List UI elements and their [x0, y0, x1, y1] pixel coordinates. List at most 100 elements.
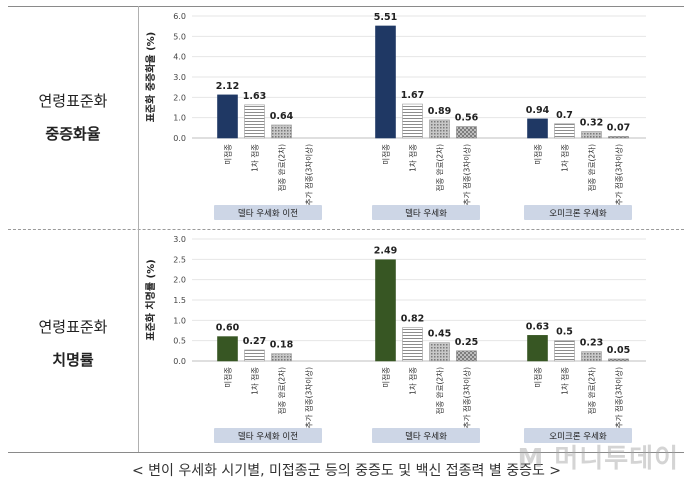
row-label-severe-line2: 중증화율 [45, 125, 101, 143]
x-category-label: 접종 완료(2차) [436, 367, 445, 415]
bar-value-label: 0.64 [270, 111, 294, 122]
y-tick-label: 3.0 [173, 235, 186, 244]
watermark-logo: M 머니투데이 [517, 444, 679, 474]
x-category-label: 접종 완료(2차) [278, 367, 287, 415]
x-category-label: 미접종 [224, 144, 233, 165]
bar [456, 350, 477, 362]
bar [244, 349, 265, 362]
x-category-label: 접종 완료(2차) [436, 144, 445, 192]
y-axis-label: 표준화 치명률 (%) [144, 259, 157, 340]
x-category-label: 접종 완료(2차) [588, 144, 597, 192]
bar-value-label: 5.51 [374, 12, 397, 23]
bar-value-label: 1.67 [401, 90, 424, 101]
bar [456, 126, 477, 139]
table-top-border [8, 6, 684, 7]
x-category-label: 추가 접종(3차이상) [462, 144, 472, 205]
bar [375, 259, 396, 362]
bar [608, 358, 629, 362]
y-tick-label: 2.0 [173, 93, 186, 102]
y-tick-label: 3.0 [173, 73, 186, 82]
severe-rate-chart: 0.0 1.0 2.0 3.0 4.0 5.0 6.0 표준화 중증화율 (%) 2.12 미접종… [145, 12, 646, 220]
bar-value-label: 0.18 [270, 340, 294, 351]
x-category-label: 추가 접종(3차이상) [462, 367, 472, 428]
row-label-severe: 연령표준화 중증화율 [8, 90, 138, 144]
bar [217, 94, 238, 139]
x-category-label: 1차 접종 [251, 144, 260, 172]
bar-value-label: 0.45 [428, 329, 451, 340]
bar-value-label: 0.56 [455, 113, 479, 124]
bar-value-label: 0.07 [607, 123, 630, 134]
fatality-rate-chart: 0.0 0.5 1.0 1.5 2.0 2.5 3.0 표준화 치명률 (%) 0.60 미접종 0… [144, 235, 646, 443]
group-label-box [372, 428, 480, 443]
bar [271, 353, 292, 362]
group-label-box [524, 428, 632, 443]
y-tick-label: 0.5 [173, 337, 186, 346]
bar-value-label: 0.63 [526, 321, 549, 332]
y-tick-label: 4.0 [173, 53, 186, 62]
row-label-fatal-line2: 치명률 [52, 351, 94, 369]
row-label-fatal-line1: 연령표준화 [38, 318, 108, 336]
bar [554, 123, 575, 139]
x-category-label: 1차 접종 [561, 367, 570, 395]
table-bottom-border [8, 452, 684, 453]
bar [429, 119, 450, 139]
y-tick-label: 2.0 [173, 276, 186, 285]
bar [402, 327, 423, 362]
y-tick-label: 6.0 [173, 12, 186, 21]
row-label-fatal: 연령표준화 치명률 [8, 316, 138, 370]
bar-value-label: 1.63 [243, 91, 266, 102]
y-tick-label: 1.5 [173, 296, 186, 305]
x-category-label: 미접종 [382, 144, 391, 165]
bar [375, 25, 396, 139]
x-category-label: 1차 접종 [409, 144, 418, 172]
group-label: 델타 우세화 이전 [238, 431, 298, 442]
group-label-box [524, 205, 632, 220]
column-divider [138, 6, 139, 452]
bar-value-label: 0.23 [580, 338, 603, 349]
bar-value-label: 0.7 [556, 110, 573, 121]
row-label-severe-line1: 연령표준화 [38, 92, 108, 110]
y-tick-label: 0.0 [173, 134, 186, 143]
group-label: 델타 우세화 [405, 208, 447, 219]
x-category-label: 추가 접종(3차이상) [304, 144, 314, 205]
group-label: 오미크론 우세화 [549, 432, 607, 442]
group-label: 델타 우세화 [405, 431, 447, 442]
bar-value-label: 0.32 [580, 117, 603, 128]
bar [527, 335, 548, 362]
bar [271, 124, 292, 139]
y-tick-label: 5.0 [173, 32, 186, 41]
bar [402, 103, 423, 139]
x-category-label: 접종 완료(2차) [278, 144, 287, 192]
x-category-label: 미접종 [382, 367, 391, 388]
x-category-label: 미접종 [534, 367, 543, 388]
row-divider [8, 229, 684, 230]
x-category-label: 추가 접종(3차이상) [304, 367, 314, 428]
x-category-label: 추가 접종(3차이상) [614, 144, 624, 205]
x-category-label: 접종 완료(2차) [588, 367, 597, 415]
y-axis-label: 표준화 중증화율 (%) [145, 32, 157, 123]
bar [581, 131, 602, 139]
bar-value-label: 0.25 [455, 337, 478, 348]
bar-value-label: 0.05 [607, 345, 630, 356]
bar [554, 340, 575, 362]
y-tick-label: 1.0 [173, 316, 186, 325]
bar-value-label: 0.27 [243, 336, 266, 347]
group-label-box [214, 205, 322, 220]
group-label-box [214, 428, 322, 443]
y-tick-label: 1.0 [173, 114, 186, 123]
bar-value-label: 0.82 [401, 314, 424, 325]
bar-value-label: 0.5 [556, 327, 573, 338]
figure-caption: < 변이 우세화 시기별, 미접종군 등의 중증도 및 백신 접종력 별 중증도… [131, 463, 562, 479]
bar [244, 104, 265, 139]
bar-value-label: 0.60 [216, 323, 240, 334]
y-tick-label: 2.5 [173, 255, 186, 264]
x-category-label: 1차 접종 [251, 367, 260, 395]
x-category-label: 추가 접종(3차이상) [614, 367, 624, 428]
bar-value-label: 0.89 [428, 106, 451, 117]
y-tick-label: 0.0 [173, 357, 186, 366]
bar-value-label: 0.94 [526, 105, 550, 116]
bar [527, 118, 548, 139]
x-category-label: 미접종 [534, 144, 543, 165]
bar-value-label: 2.12 [216, 81, 239, 92]
group-label: 델타 우세화 이전 [238, 208, 298, 219]
